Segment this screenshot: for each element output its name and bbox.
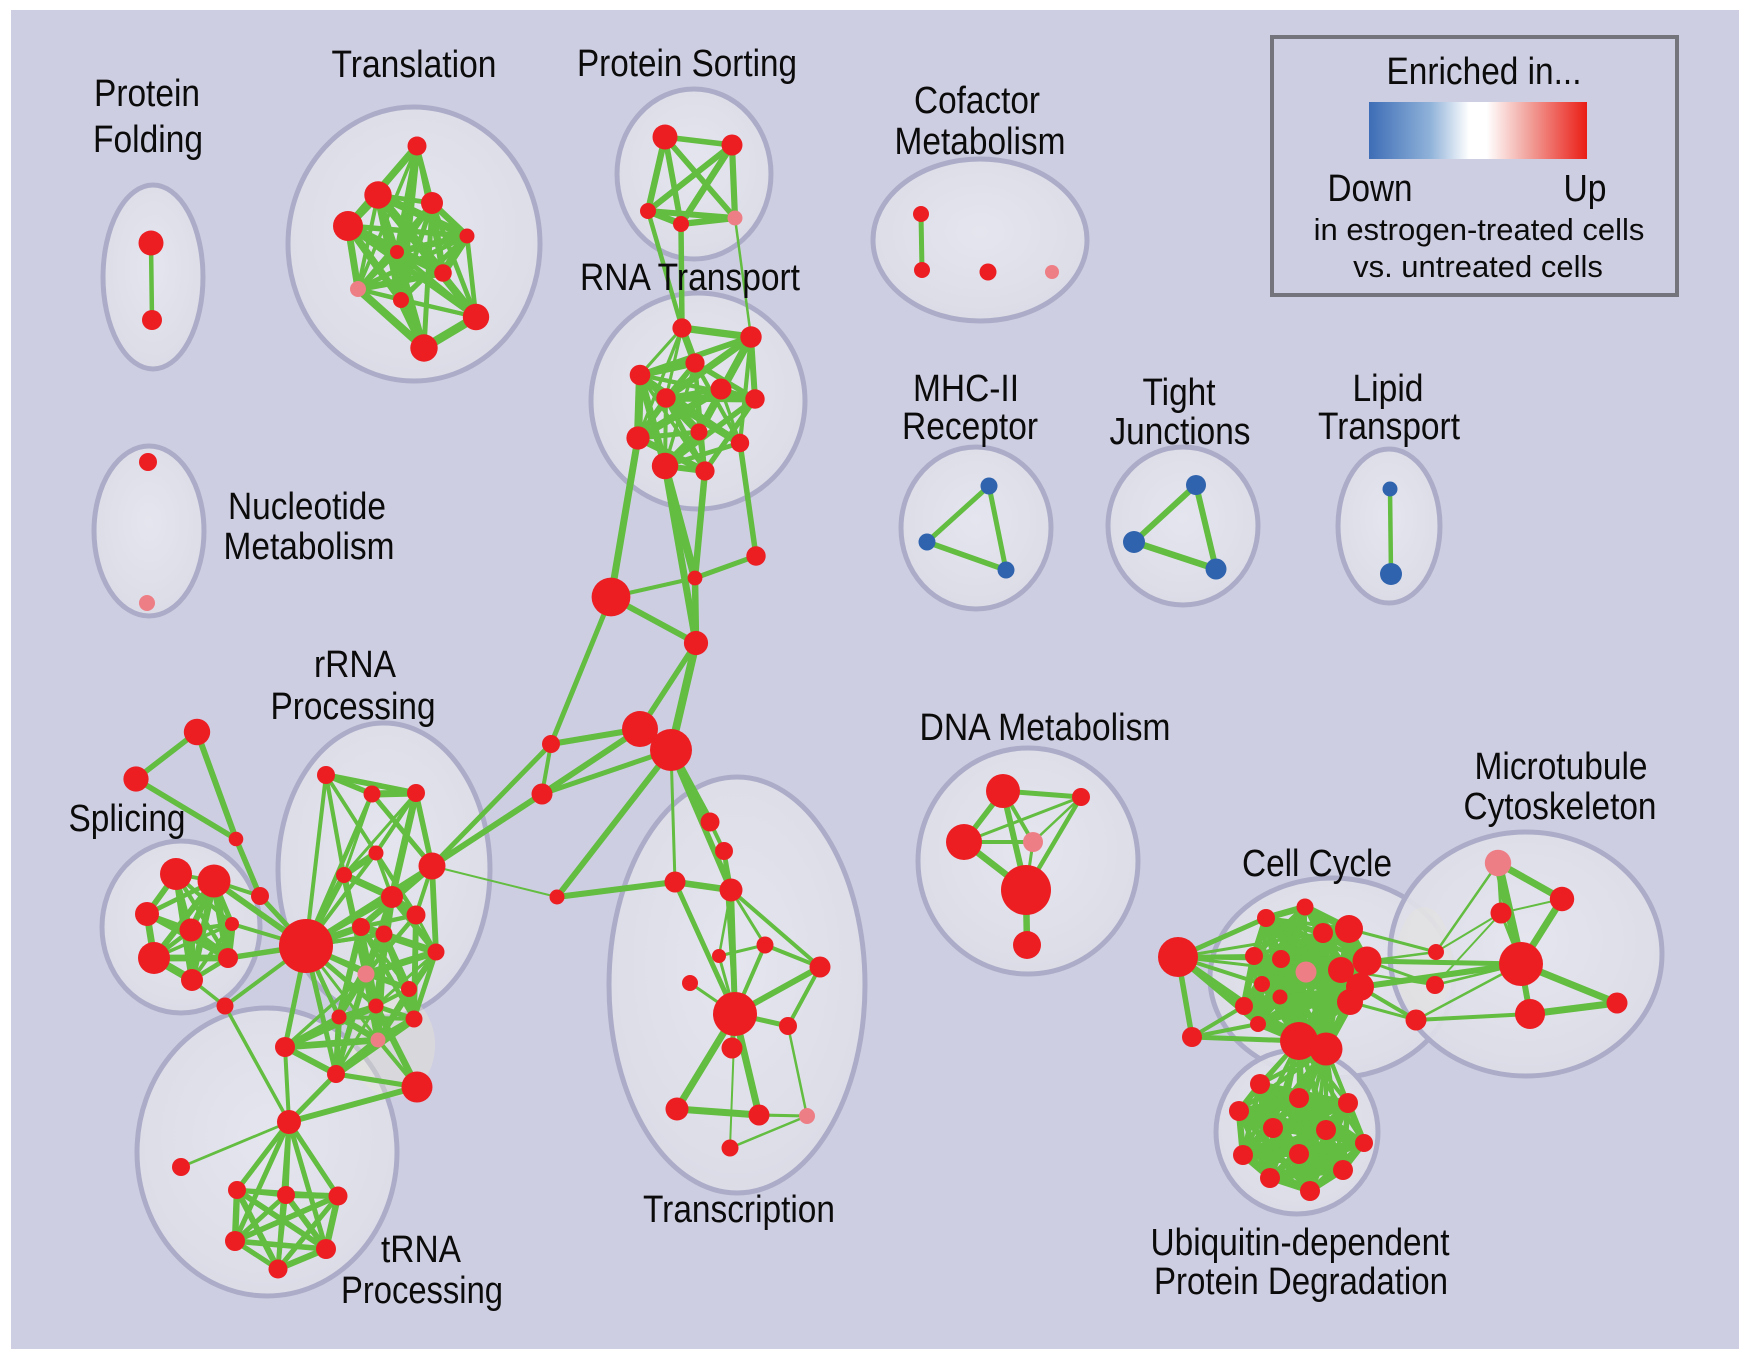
svg-text:Receptor: Receptor — [902, 406, 1038, 448]
svg-text:Enriched in...: Enriched in... — [1387, 51, 1582, 93]
svg-text:DNA Metabolism: DNA Metabolism — [920, 707, 1171, 749]
svg-text:Metabolism: Metabolism — [224, 526, 395, 568]
svg-text:Cytoskeleton: Cytoskeleton — [1464, 786, 1657, 828]
svg-text:Processing: Processing — [271, 686, 436, 728]
svg-text:Transport: Transport — [1318, 406, 1460, 448]
svg-text:Folding: Folding — [93, 119, 203, 161]
svg-text:Microtubule: Microtubule — [1475, 746, 1648, 788]
svg-text:Processing: Processing — [341, 1270, 503, 1312]
svg-text:MHC-II: MHC-II — [913, 368, 1019, 410]
svg-text:Splicing: Splicing — [69, 798, 186, 840]
svg-text:Protein: Protein — [94, 73, 200, 115]
svg-text:Protein Degradation: Protein Degradation — [1154, 1261, 1448, 1303]
svg-text:in estrogen-treated cells: in estrogen-treated cells — [1314, 212, 1645, 247]
svg-text:Down: Down — [1328, 168, 1413, 210]
svg-text:Translation: Translation — [332, 44, 497, 86]
svg-text:Junctions: Junctions — [1110, 411, 1251, 453]
svg-text:Metabolism: Metabolism — [895, 121, 1066, 163]
svg-text:Ubiquitin-dependent: Ubiquitin-dependent — [1151, 1222, 1450, 1264]
svg-text:Cofactor: Cofactor — [914, 80, 1040, 122]
svg-text:Nucleotide: Nucleotide — [228, 486, 386, 528]
svg-text:Tight: Tight — [1143, 372, 1216, 414]
svg-text:Protein Sorting: Protein Sorting — [577, 43, 797, 85]
svg-text:vs. untreated cells: vs. untreated cells — [1353, 249, 1603, 284]
svg-text:Cell Cycle: Cell Cycle — [1242, 843, 1392, 885]
svg-text:Lipid: Lipid — [1353, 368, 1424, 410]
svg-text:RNA Transport: RNA Transport — [580, 257, 800, 299]
svg-text:rRNA: rRNA — [314, 644, 397, 686]
svg-text:tRNA: tRNA — [381, 1229, 462, 1271]
svg-text:Transcription: Transcription — [643, 1189, 835, 1231]
svg-text:Up: Up — [1564, 168, 1607, 210]
